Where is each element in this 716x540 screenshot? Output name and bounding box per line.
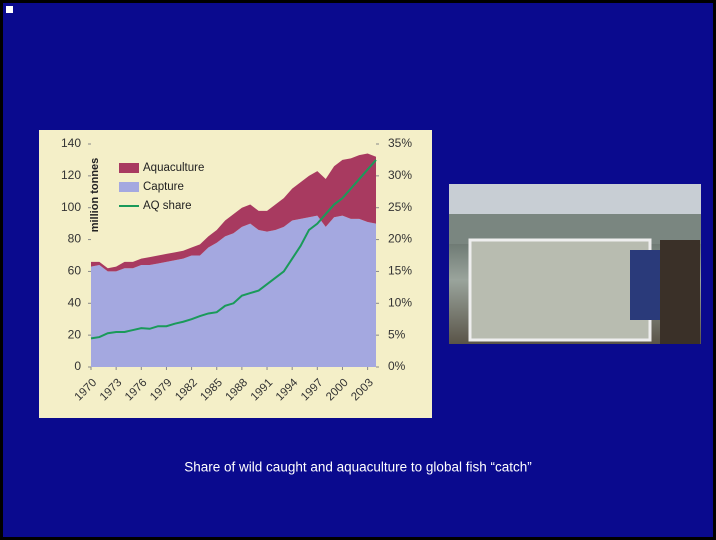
caption: Share of wild caught and aquaculture to …: [184, 460, 531, 475]
y2-tick-label: 10%: [388, 295, 412, 309]
y2-tick-label: 30%: [388, 168, 412, 182]
y-tick-label: 0: [74, 359, 81, 373]
legend-label: AQ share: [143, 200, 192, 212]
y2-tick-label: 25%: [388, 200, 412, 214]
area: [91, 215, 376, 367]
y-tick-label: 140: [61, 136, 81, 150]
y2-tick-label: 15%: [388, 264, 412, 278]
bullet-square: [6, 6, 13, 13]
y-tick-label: 60: [68, 264, 82, 278]
legend-swatch: [119, 182, 139, 192]
legend-label: Capture: [143, 181, 184, 193]
y-axis-label: million tonnes: [89, 158, 101, 233]
legend-swatch: [119, 163, 139, 173]
y-tick-label: 20: [68, 327, 82, 341]
legend-label: Aquaculture: [143, 162, 204, 174]
y2-tick-label: 0%: [388, 359, 406, 373]
line: [90, 159, 377, 340]
y2-tick-label: 35%: [388, 136, 412, 150]
photo: [449, 184, 701, 344]
area: [91, 153, 376, 272]
y2-tick-label: 5%: [388, 327, 406, 341]
y-tick-label: 120: [61, 168, 81, 182]
y-tick-label: 40: [68, 295, 82, 309]
y-tick-label: 80: [68, 232, 82, 246]
y2-tick-label: 20%: [388, 232, 412, 246]
y-tick-label: 100: [61, 200, 81, 214]
